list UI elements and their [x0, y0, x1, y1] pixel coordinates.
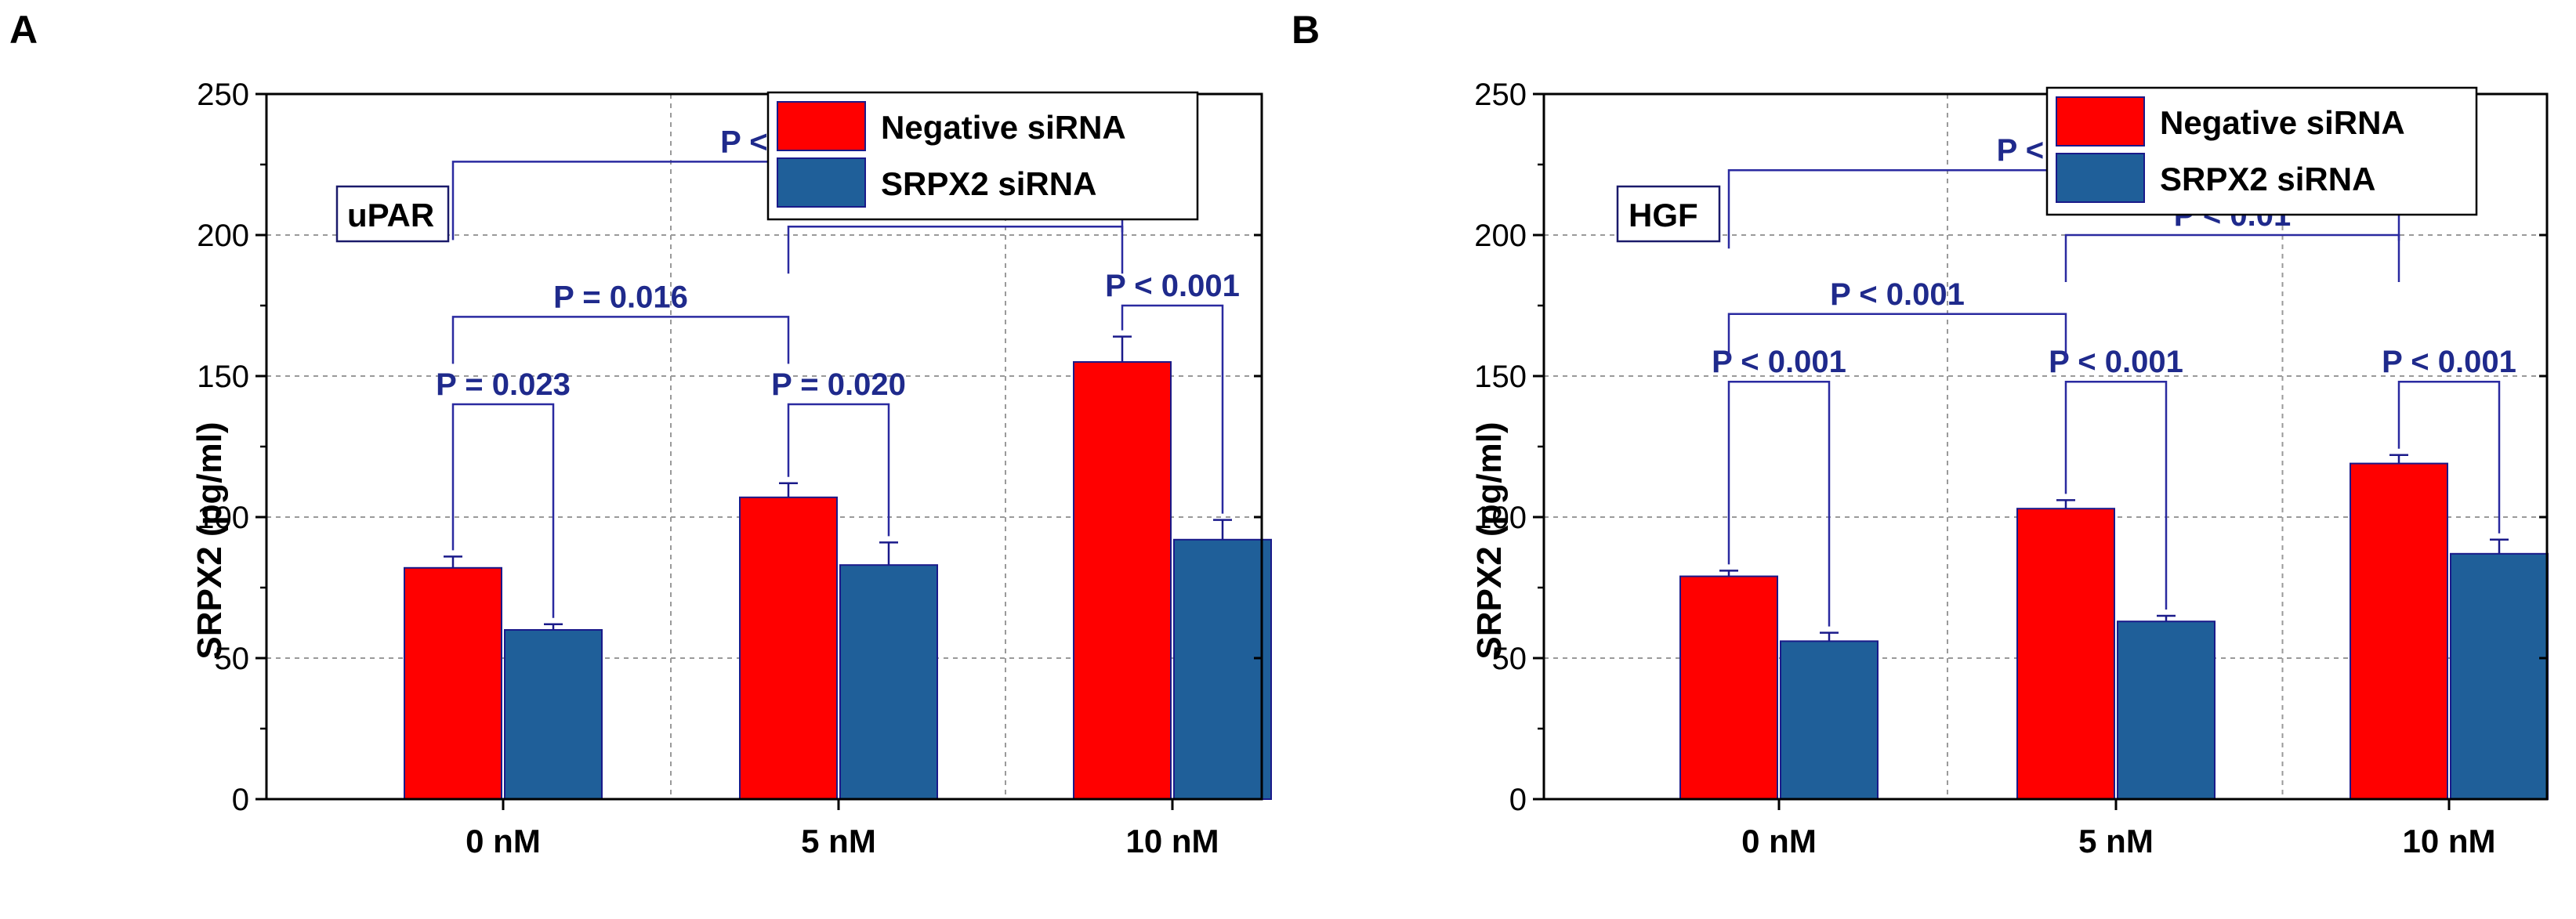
error-bar-a-1-1	[879, 541, 898, 566]
y-tick-label-a-1: 50	[215, 642, 250, 676]
y-tick-label-a-3: 150	[197, 360, 249, 394]
error-bars-a	[444, 335, 1232, 630]
bar-b-srpx2-2	[2450, 552, 2549, 800]
sig-bracket-b-4	[2064, 233, 2400, 282]
inset-label-b: HGF	[1629, 197, 1698, 233]
legend-label-srpx2-a: SRPX2 siRNA	[881, 165, 1096, 202]
panel-a: A SRPX2 (pg/ml) P = 0.023 P = 0.020 P < 0.…	[9, 8, 1272, 859]
x-tick-label-a-1: 5 nM	[801, 823, 876, 859]
y-tick-label-b-2: 100	[1474, 501, 1527, 535]
bar-a-srpx2-2	[1173, 538, 1272, 800]
bar-b-negative-2	[2350, 462, 2448, 800]
bar-b-srpx2-1	[2117, 621, 2216, 801]
legend-swatch-srpx2-a	[777, 157, 866, 208]
sig-bracket-b-1	[2064, 380, 2168, 610]
bar-b-negative-1	[2016, 508, 2115, 800]
bar-a-negative-2	[1073, 361, 1172, 800]
x-tick-label-b-1: 5 nM	[2078, 823, 2154, 859]
x-tick-label-b-2: 10 nM	[2402, 823, 2495, 859]
error-bars-b	[1719, 454, 2509, 642]
sig-bracket-a-2	[1121, 304, 1224, 514]
bar-a-srpx2-0	[504, 629, 603, 800]
sig-bracket-b-2	[2397, 380, 2501, 534]
sig-bracket-b-3	[1727, 313, 2067, 361]
x-tick-label-a-2: 10 nM	[1125, 823, 1219, 859]
bar-a-negative-1	[739, 496, 838, 800]
bar-b-negative-0	[1679, 575, 1778, 800]
y-tick-label-b-5: 250	[1474, 78, 1527, 112]
error-bar-b-0-2	[2389, 454, 2408, 464]
sig-bracket-a-4	[787, 225, 1124, 274]
y-tick-label-a-0: 0	[232, 783, 249, 817]
y-tick-label-a-2: 100	[197, 501, 249, 535]
legend-swatch-negative-a	[777, 101, 866, 151]
legend-label-negative-b: Negative siRNA	[2160, 104, 2405, 141]
ticks-b: 0 50 100 150 200 250 0 nM 5 nM 10 nM	[1474, 78, 2547, 859]
panel-b: B SRPX2 (pg/ml) P < 0.001 P < 0.001 P < 0.…	[1292, 8, 2549, 859]
bar-b-srpx2-0	[1780, 640, 1879, 801]
error-bar-b-0-0	[1719, 570, 1738, 577]
sig-label-b-2: P < 0.001	[2382, 345, 2516, 379]
sig-bracket-a-1	[787, 403, 890, 537]
sig-label-b-1: P < 0.001	[2049, 345, 2183, 379]
error-bar-a-1-2	[1213, 519, 1232, 540]
error-bar-b-1-1	[2157, 614, 2176, 622]
panel-letter-b: B	[1292, 8, 1320, 52]
x-tick-label-b-0: 0 nM	[1741, 823, 1817, 859]
sig-label-b-0: P < 0.001	[1712, 345, 1846, 379]
y-tick-label-b-1: 50	[1492, 642, 1527, 676]
y-tick-label-b-3: 150	[1474, 360, 1527, 394]
bar-a-negative-0	[404, 566, 502, 800]
y-axis-label-b: SRPX2 (pg/ml)	[1470, 422, 1509, 659]
error-bar-b-1-2	[2490, 538, 2509, 554]
ticks-a: 0 50 100 150 200 250 0 nM 5 nM 10 nM	[197, 78, 1262, 859]
sig-bracket-b-0	[1727, 380, 1831, 627]
y-axis-label-a: SRPX2 (pg/ml)	[190, 422, 229, 659]
bars-a	[404, 361, 1272, 800]
x-tick-label-a-0: 0 nM	[466, 823, 541, 859]
panel-letter-a: A	[9, 8, 38, 52]
sig-label-a-1: P = 0.020	[771, 367, 906, 402]
bar-a-srpx2-1	[839, 564, 938, 800]
sig-bracket-a-3	[451, 316, 790, 364]
legend-a: Negative siRNA SRPX2 siRNA	[766, 91, 1199, 221]
y-tick-label-b-4: 200	[1474, 219, 1527, 253]
error-bar-b-0-1	[2056, 499, 2075, 509]
legend-label-srpx2-b: SRPX2 siRNA	[2160, 161, 2375, 197]
inset-box-a: uPAR	[335, 185, 450, 243]
legend-b: Negative siRNA SRPX2 siRNA	[2045, 86, 2478, 216]
y-tick-label-b-0: 0	[1509, 783, 1527, 817]
sig-label-b-3: P < 0.001	[1830, 277, 1965, 312]
sig-label-a-3: P = 0.016	[553, 280, 688, 314]
sig-label-a-0: P = 0.023	[436, 367, 571, 402]
legend-swatch-srpx2-b	[2056, 153, 2145, 203]
sig-bracket-a-0	[451, 403, 555, 618]
inset-box-b: HGF	[1616, 185, 1721, 243]
sig-label-a-2: P < 0.001	[1105, 269, 1240, 303]
y-tick-label-a-4: 200	[197, 219, 249, 253]
error-bar-a-0-1	[779, 482, 798, 497]
error-bar-b-1-0	[1820, 631, 1839, 642]
error-bar-a-1-0	[544, 623, 563, 630]
y-tick-label-a-5: 250	[197, 78, 249, 112]
bars-b	[1679, 462, 2549, 801]
error-bar-a-0-0	[444, 555, 462, 568]
inset-label-a: uPAR	[347, 197, 434, 233]
error-bar-a-0-2	[1113, 335, 1132, 362]
legend-label-negative-a: Negative siRNA	[881, 109, 1126, 146]
legend-swatch-negative-b	[2056, 96, 2145, 147]
